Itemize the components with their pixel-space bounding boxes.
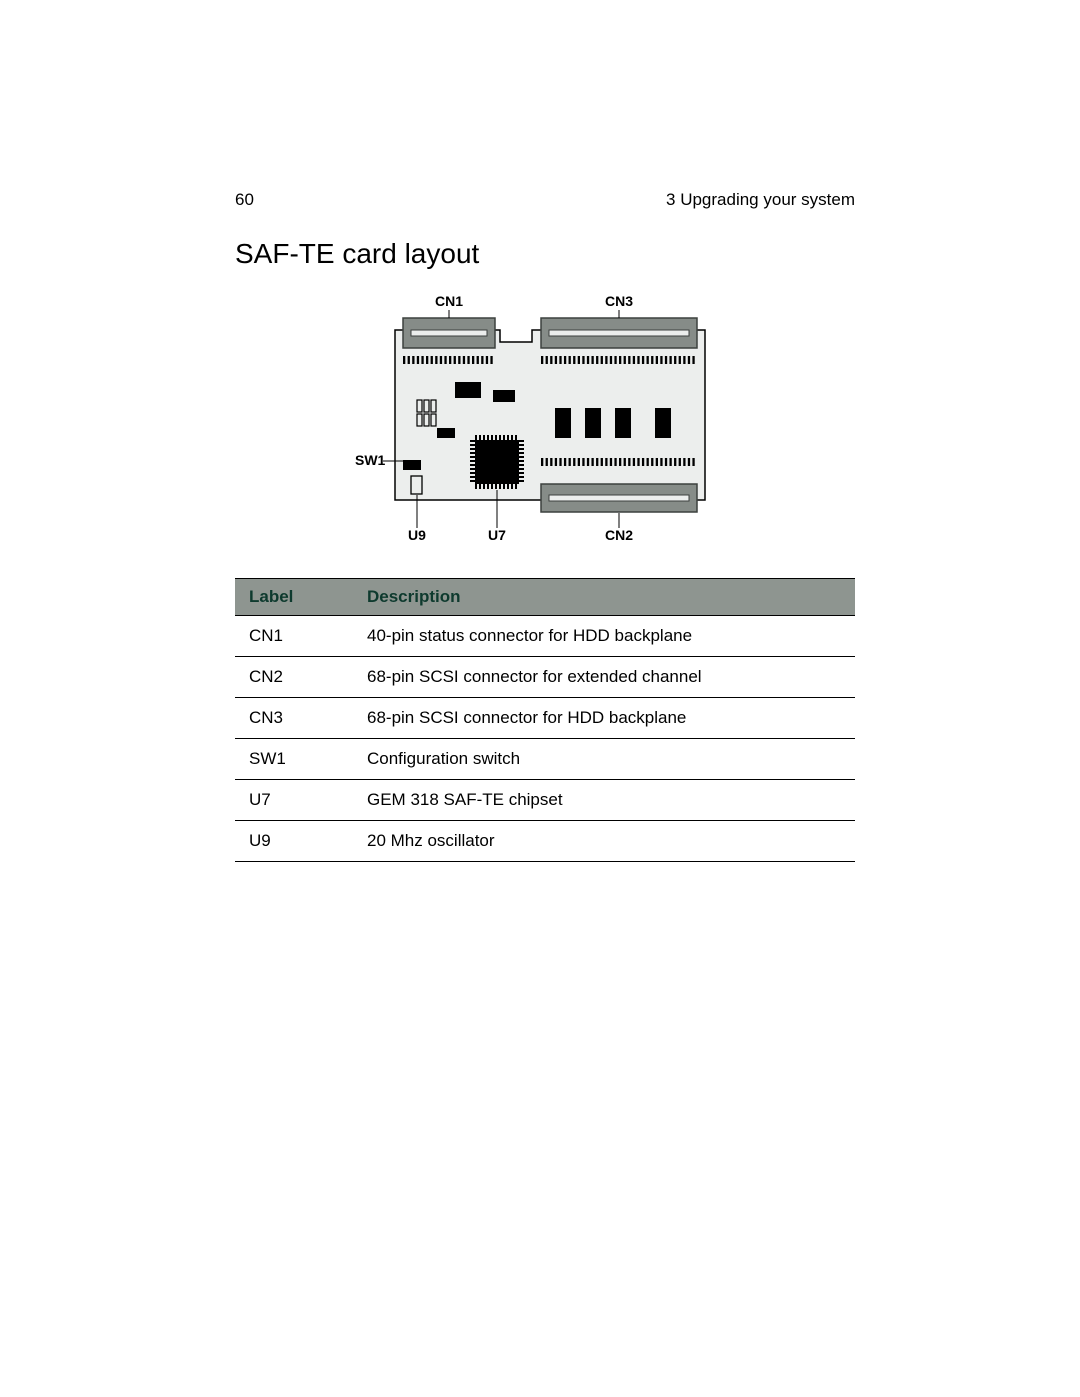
cell-label: CN3 (235, 698, 353, 739)
cell-label: U7 (235, 780, 353, 821)
table-header-row: Label Description (235, 579, 855, 616)
table-row: U920 Mhz oscillator (235, 821, 855, 862)
table-row: SW1Configuration switch (235, 739, 855, 780)
svg-text:SW1: SW1 (355, 452, 386, 468)
svg-text:U7: U7 (488, 527, 506, 543)
chapter-title: 3 Upgrading your system (666, 190, 855, 210)
col-header-label: Label (235, 579, 353, 616)
svg-text:CN3: CN3 (605, 293, 633, 309)
table-row: CN268-pin SCSI connector for extended ch… (235, 657, 855, 698)
page-header: 60 3 Upgrading your system (235, 190, 855, 210)
cell-label: CN1 (235, 616, 353, 657)
table-row: CN140-pin status connector for HDD backp… (235, 616, 855, 657)
svg-text:CN1: CN1 (435, 293, 463, 309)
section-title: SAF-TE card layout (235, 238, 855, 270)
card-layout-diagram: CN1 CN3 SW1 U9 U7 CN2 (235, 290, 855, 550)
cell-description: 68-pin SCSI connector for extended chann… (353, 657, 855, 698)
cell-label: CN2 (235, 657, 353, 698)
cell-description: 68-pin SCSI connector for HDD backplane (353, 698, 855, 739)
svg-text:U9: U9 (408, 527, 426, 543)
cell-description: 40-pin status connector for HDD backplan… (353, 616, 855, 657)
diagram-svg: CN1 CN3 SW1 U9 U7 CN2 (325, 290, 765, 550)
cell-description: GEM 318 SAF-TE chipset (353, 780, 855, 821)
cell-description: Configuration switch (353, 739, 855, 780)
table-row: U7GEM 318 SAF-TE chipset (235, 780, 855, 821)
label-description-table: Label Description CN140-pin status conne… (235, 578, 855, 862)
cell-label: U9 (235, 821, 353, 862)
cell-label: SW1 (235, 739, 353, 780)
page-number: 60 (235, 190, 254, 210)
page-content: 60 3 Upgrading your system SAF-TE card l… (235, 190, 855, 862)
svg-text:CN2: CN2 (605, 527, 633, 543)
cell-description: 20 Mhz oscillator (353, 821, 855, 862)
col-header-description: Description (353, 579, 855, 616)
table-row: CN368-pin SCSI connector for HDD backpla… (235, 698, 855, 739)
